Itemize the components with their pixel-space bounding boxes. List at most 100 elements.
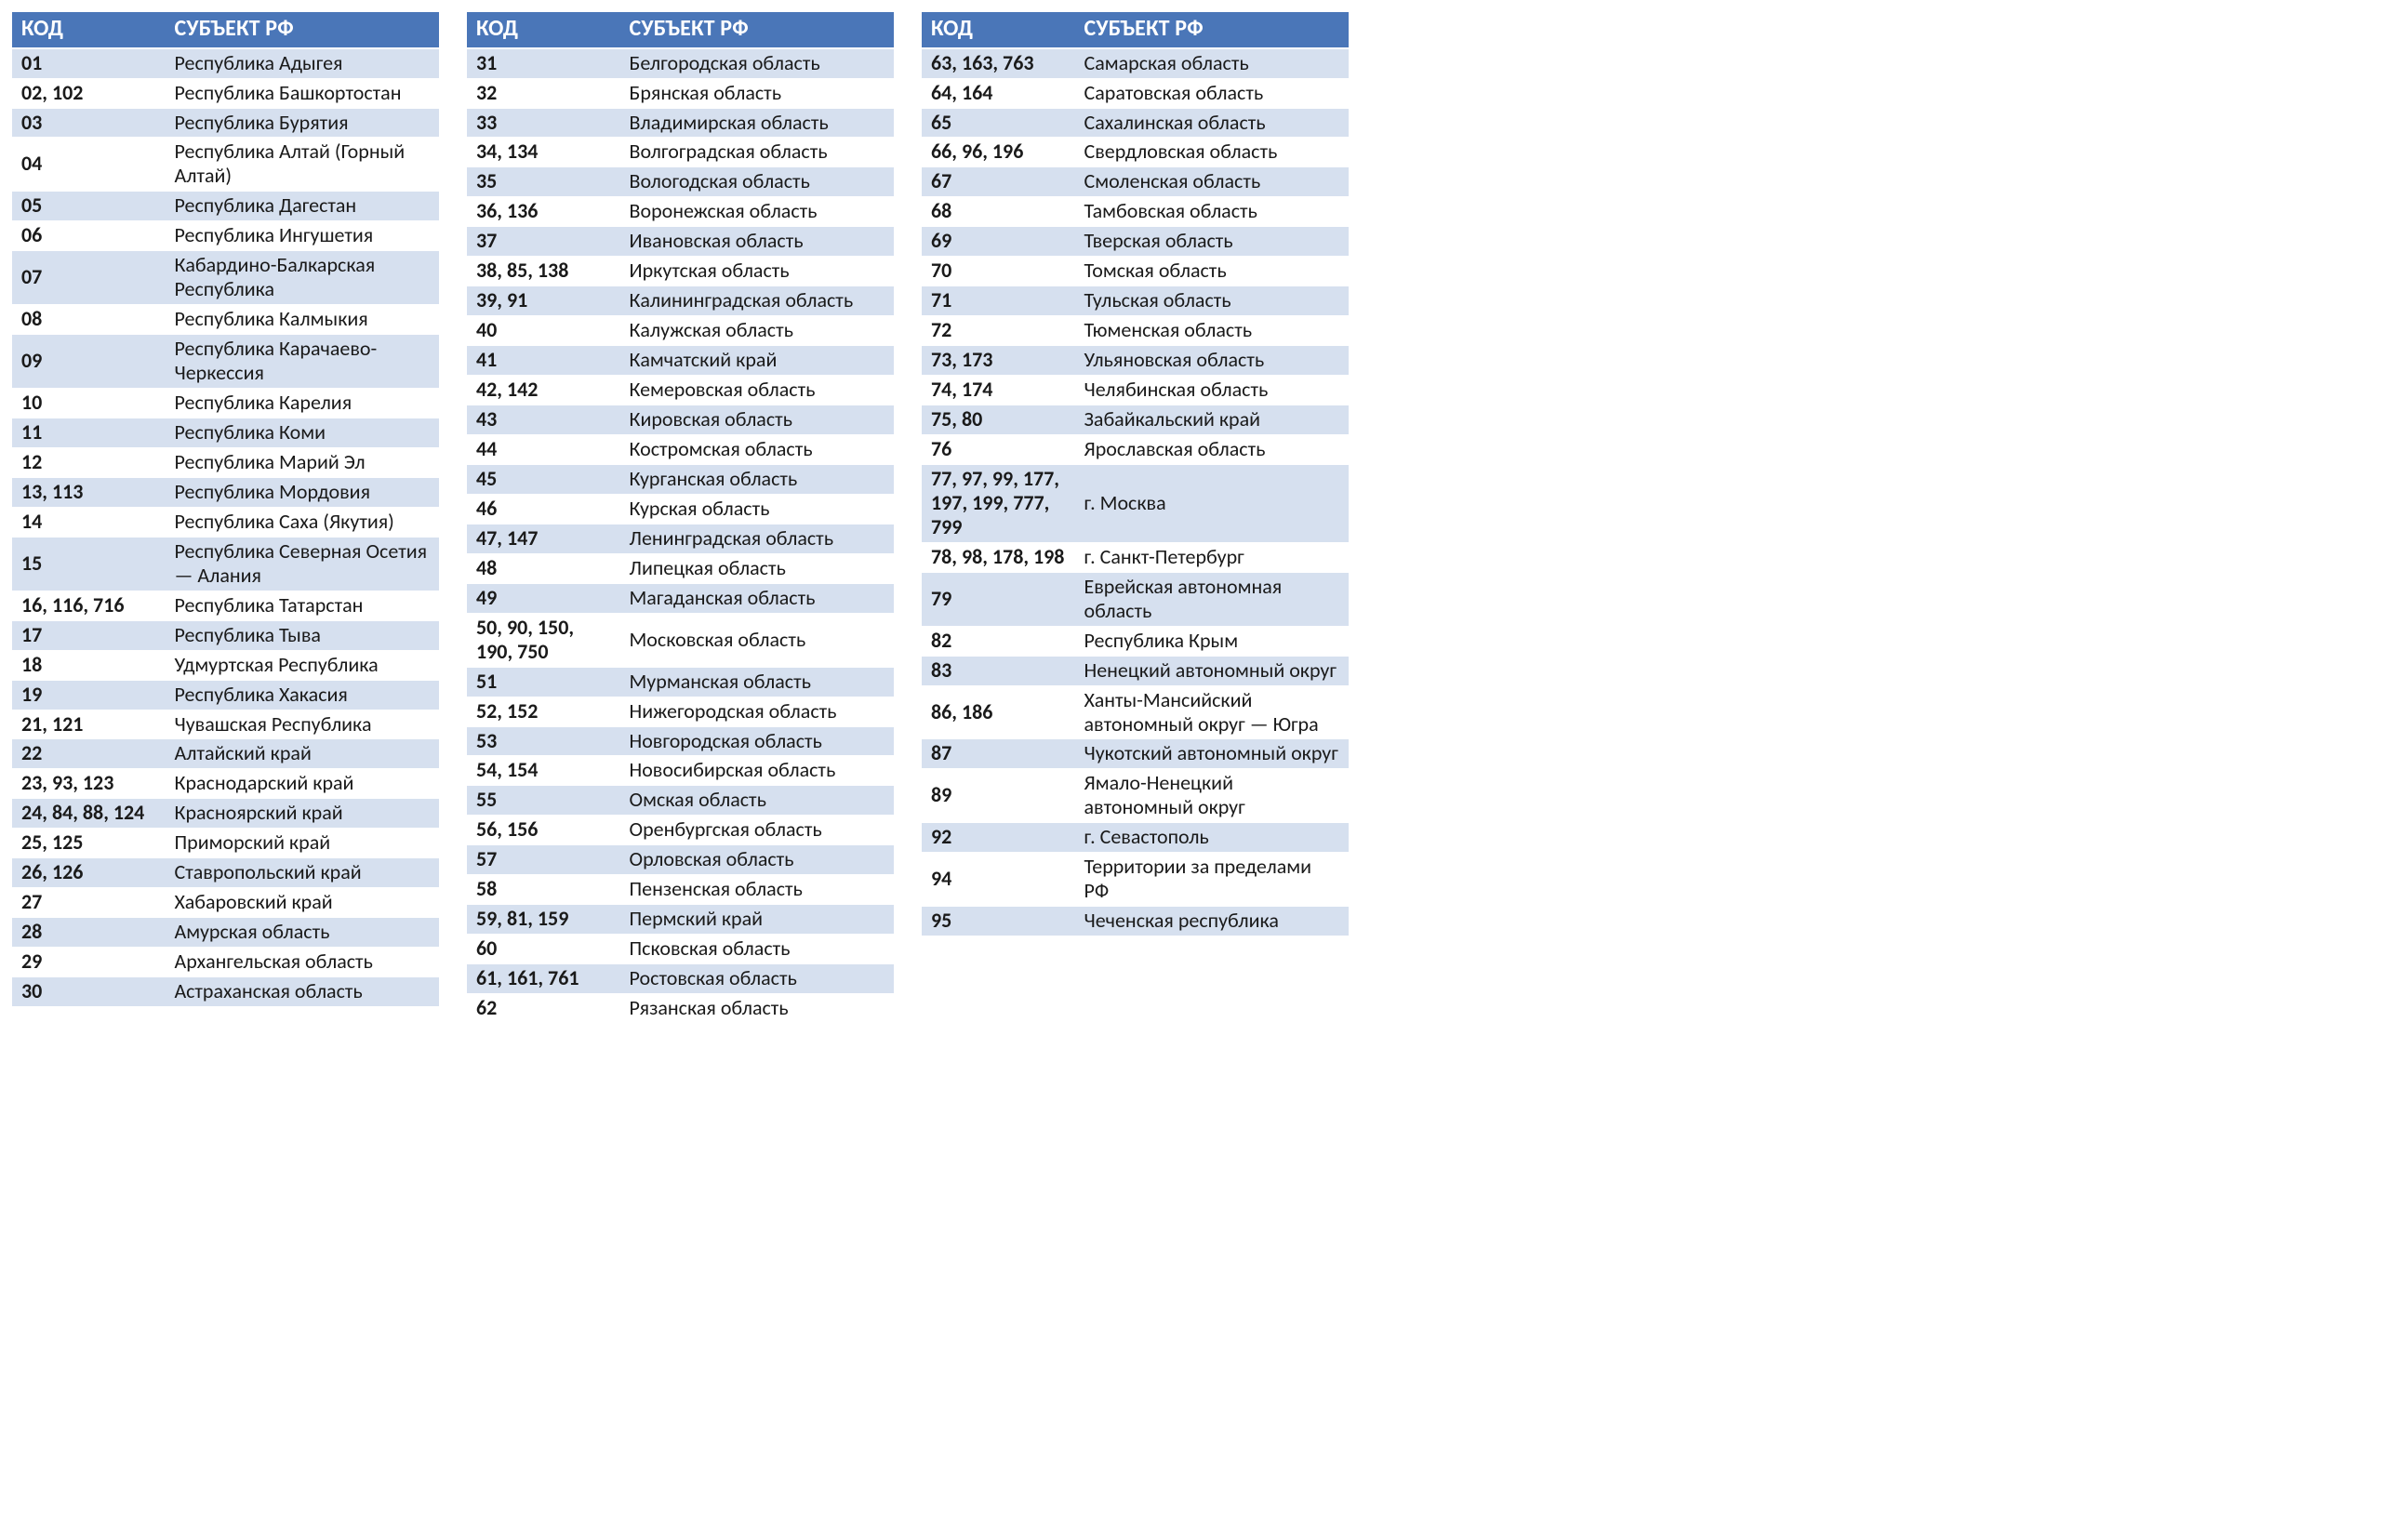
cell-subject: Приморский край [166, 829, 440, 858]
cell-code: 07 [12, 251, 166, 305]
cell-code: 62 [467, 994, 620, 1024]
table-row: 01Республика Адыгея [12, 48, 440, 78]
table-row: 39, 91Калининградская область [467, 286, 895, 316]
cell-code: 60 [467, 935, 620, 964]
cell-code: 23, 93, 123 [12, 769, 166, 799]
cell-code: 02, 102 [12, 78, 166, 108]
cell-code: 56, 156 [467, 816, 620, 845]
table-row: 67Смоленская область [922, 167, 1350, 197]
cell-subject: Республика Калмыкия [166, 305, 440, 335]
cell-subject: Оренбургская область [620, 816, 895, 845]
table-row: 41Камчатский край [467, 346, 895, 376]
cell-code: 39, 91 [467, 286, 620, 316]
cell-code: 76 [922, 434, 1075, 464]
table-row: 04Республика Алтай (Горный Алтай) [12, 138, 440, 192]
table-row: 63, 163, 763Самарская область [922, 48, 1350, 78]
table-row: 28Амурская область [12, 918, 440, 948]
cell-code: 55 [467, 786, 620, 816]
tables-container: КОДСУБЪЕКТ РФ01Республика Адыгея02, 102Р… [11, 11, 2370, 1024]
table-row: 73, 173Ульяновская область [922, 346, 1350, 376]
cell-code: 27 [12, 888, 166, 918]
cell-subject: Республика Коми [166, 418, 440, 447]
table-row: 86, 186Ханты-Мансийский автономный округ… [922, 685, 1350, 739]
cell-code: 95 [922, 907, 1075, 936]
cell-code: 83 [922, 656, 1075, 685]
cell-code: 73, 173 [922, 346, 1075, 376]
table-row: 10Республика Карелия [12, 389, 440, 418]
column-header-subject: СУБЪЕКТ РФ [1075, 12, 1350, 48]
table-row: 17Республика Тыва [12, 620, 440, 650]
cell-code: 26, 126 [12, 858, 166, 888]
table-row: 22Алтайский край [12, 739, 440, 769]
cell-subject: Тамбовская область [1075, 197, 1350, 227]
cell-code: 21, 121 [12, 710, 166, 739]
table-row: 38, 85, 138Иркутская область [467, 257, 895, 286]
table-row: 03Республика Бурятия [12, 108, 440, 138]
cell-subject: Тюменская область [1075, 316, 1350, 346]
cell-subject: Свердловская область [1075, 138, 1350, 167]
cell-subject: Чукотский автономный округ [1075, 739, 1350, 769]
table-row: 69Тверская область [922, 227, 1350, 257]
cell-subject: Магаданская область [620, 583, 895, 613]
cell-code: 75, 80 [922, 405, 1075, 435]
cell-subject: Республика Тыва [166, 620, 440, 650]
cell-subject: Брянская область [620, 78, 895, 108]
table-row: 09Республика Карачаево-Черкессия [12, 335, 440, 389]
cell-code: 82 [922, 626, 1075, 656]
cell-code: 71 [922, 286, 1075, 316]
cell-subject: Новосибирская область [620, 756, 895, 786]
table-row: 33Владимирская область [467, 108, 895, 138]
cell-subject: Ямало-Ненецкий автономный округ [1075, 769, 1350, 823]
table-row: 36, 136Воронежская область [467, 197, 895, 227]
cell-subject: Камчатский край [620, 346, 895, 376]
table-row: 13, 113Республика Мордовия [12, 477, 440, 507]
cell-code: 44 [467, 434, 620, 464]
cell-subject: Иркутская область [620, 257, 895, 286]
cell-subject: Архангельская область [166, 948, 440, 977]
table-row: 57Орловская область [467, 845, 895, 875]
cell-subject: Ленинградская область [620, 524, 895, 553]
cell-code: 33 [467, 108, 620, 138]
column-header-subject: СУБЪЕКТ РФ [166, 12, 440, 48]
column-header-subject: СУБЪЕКТ РФ [620, 12, 895, 48]
cell-subject: Астраханская область [166, 977, 440, 1007]
cell-code: 53 [467, 726, 620, 756]
cell-code: 32 [467, 78, 620, 108]
table-row: 05Республика Дагестан [12, 192, 440, 221]
cell-code: 08 [12, 305, 166, 335]
cell-subject: Республика Саха (Якутия) [166, 507, 440, 537]
cell-code: 48 [467, 553, 620, 583]
cell-subject: Еврейская автономная область [1075, 572, 1350, 626]
cell-code: 31 [467, 48, 620, 78]
cell-subject: г. Севастополь [1075, 823, 1350, 853]
cell-code: 04 [12, 138, 166, 192]
cell-subject: Республика Крым [1075, 626, 1350, 656]
cell-code: 69 [922, 227, 1075, 257]
table-row: 37Ивановская область [467, 227, 895, 257]
table-row: 14Республика Саха (Якутия) [12, 507, 440, 537]
column-header-code: КОД [467, 12, 620, 48]
cell-subject: Омская область [620, 786, 895, 816]
cell-code: 52, 152 [467, 697, 620, 726]
table-row: 55Омская область [467, 786, 895, 816]
table-row: 30Астраханская область [12, 977, 440, 1007]
table-row: 72Тюменская область [922, 316, 1350, 346]
table-row: 18Удмуртская Республика [12, 650, 440, 680]
cell-subject: Мурманская область [620, 667, 895, 697]
cell-subject: Челябинская область [1075, 376, 1350, 405]
cell-subject: Ульяновская область [1075, 346, 1350, 376]
table-row: 16, 116, 716Республика Татарстан [12, 591, 440, 620]
cell-subject: Республика Карачаево-Черкессия [166, 335, 440, 389]
cell-code: 19 [12, 680, 166, 710]
table-row: 42, 142Кемеровская область [467, 376, 895, 405]
table-row: 12Республика Марий Эл [12, 447, 440, 477]
cell-code: 68 [922, 197, 1075, 227]
cell-code: 06 [12, 221, 166, 251]
cell-code: 49 [467, 583, 620, 613]
table-row: 60Псковская область [467, 935, 895, 964]
cell-subject: Калининградская область [620, 286, 895, 316]
cell-subject: Томская область [1075, 257, 1350, 286]
table-row: 95Чеченская республика [922, 907, 1350, 936]
cell-code: 64, 164 [922, 78, 1075, 108]
table-row: 25, 125Приморский край [12, 829, 440, 858]
